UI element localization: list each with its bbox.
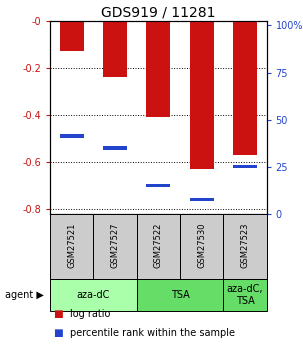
Bar (103, 21, 127, 77)
Text: GSM27527: GSM27527 (111, 223, 119, 268)
Bar (190, 21, 214, 169)
Bar (50, 279, 137, 311)
Text: log ratio: log ratio (70, 309, 110, 319)
Text: percentile rank within the sample: percentile rank within the sample (70, 328, 235, 338)
Bar (223, 279, 267, 311)
Bar (146, 21, 170, 117)
Bar (103, 146, 127, 150)
Text: aza-dC: aza-dC (77, 290, 110, 300)
Bar (180, 214, 223, 279)
Text: GSM27523: GSM27523 (241, 223, 249, 268)
Text: GSM27522: GSM27522 (154, 223, 163, 268)
Bar (137, 214, 180, 279)
Text: agent ▶: agent ▶ (5, 290, 44, 300)
Text: aza-dC,
TSA: aza-dC, TSA (227, 284, 263, 306)
Text: ■: ■ (53, 309, 63, 319)
Bar (233, 165, 257, 168)
Bar (190, 198, 214, 201)
Text: TSA: TSA (171, 290, 189, 300)
Bar (93, 214, 137, 279)
Bar (60, 135, 84, 138)
Bar (233, 21, 257, 155)
Text: GSM27530: GSM27530 (197, 223, 206, 268)
Bar (50, 214, 93, 279)
Bar (146, 184, 170, 187)
Bar (223, 214, 267, 279)
Bar (60, 21, 84, 51)
Text: ■: ■ (53, 328, 63, 338)
Title: GDS919 / 11281: GDS919 / 11281 (101, 6, 215, 20)
Text: GSM27521: GSM27521 (67, 223, 76, 268)
Bar (137, 279, 223, 311)
